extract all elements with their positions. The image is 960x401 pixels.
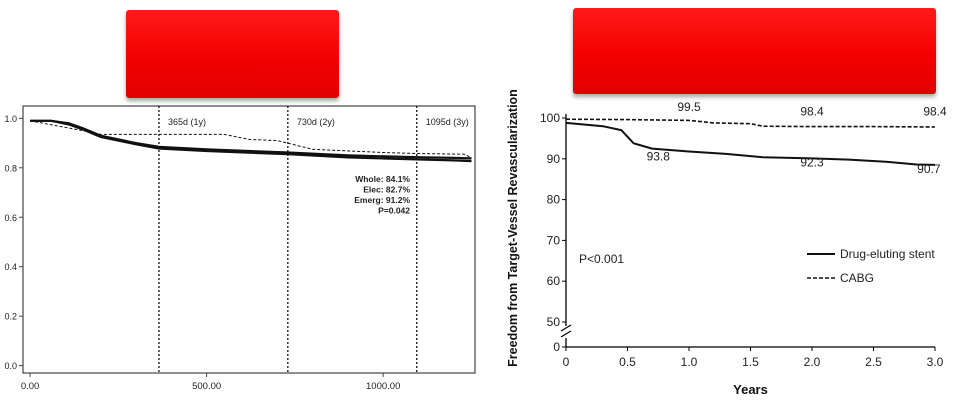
red-banner-left (126, 10, 339, 98)
stat-annotation: Elec: 82.7% (363, 185, 410, 195)
x-tick-label: 2.5 (865, 355, 882, 369)
survival-curve-1 (30, 119, 472, 160)
y-tick-label: 0.4 (4, 262, 17, 272)
stat-annotation: P=0.042 (378, 206, 410, 216)
y-tick-label: 70 (547, 233, 561, 247)
axis-break-mark (560, 330, 572, 338)
stat-annotation: Emerg: 91.2% (354, 195, 410, 205)
data-label: 93.8 (647, 149, 671, 163)
y-tick-label: 60 (547, 274, 561, 288)
data-label: 92.3 (800, 155, 824, 169)
y-axis-title: Freedom from Target-Vessel Revasculariza… (506, 89, 520, 367)
y-tick-label: 100 (540, 111, 560, 125)
reference-line-label: 730d (2y) (297, 117, 335, 127)
data-label: 90.7 (917, 162, 941, 176)
y-tick-label: 0.6 (4, 213, 17, 223)
x-tick-label: 1.5 (742, 355, 759, 369)
y-tick-label: 0.0 (4, 361, 17, 371)
data-label: 99.5 (677, 100, 701, 114)
survival-curve-2 (30, 119, 472, 163)
x-tick-label: 2.0 (804, 355, 821, 369)
x-tick-label: 1.0 (681, 355, 698, 369)
p-value-text: P<0.001 (579, 252, 624, 266)
x-tick-label: 3.0 (927, 355, 944, 369)
data-label: 98.4 (923, 105, 947, 119)
cabg-curve (565, 118, 936, 128)
stat-annotation: Whole: 84.1% (355, 174, 410, 184)
y-tick-label: 80 (547, 193, 561, 207)
x-tick-label: 0.5 (619, 355, 636, 369)
x-tick-label: 500.00 (192, 381, 221, 392)
legend-label: CABG (840, 271, 874, 285)
legend-label: Drug-eluting stent (840, 247, 935, 261)
y-tick-label: 1.0 (4, 114, 17, 124)
data-label: 98.4 (800, 105, 824, 119)
x-tick-label: 0 (563, 355, 570, 369)
axis-break-mark (560, 324, 572, 332)
reference-line-label: 1095d (3y) (426, 117, 469, 127)
y-zero-label: 0 (553, 340, 560, 354)
x-axis-title: Years (733, 382, 768, 397)
survival-curve-3 (30, 120, 472, 159)
red-banner-right (573, 8, 936, 94)
y-tick-label: 0.8 (4, 163, 17, 173)
y-tick-label: 50 (547, 315, 561, 329)
x-tick-label: 0.00 (21, 381, 40, 392)
des-curve (565, 121, 936, 166)
reference-line-label: 365d (1y) (168, 117, 206, 127)
x-tick-label: 1000.00 (366, 381, 400, 392)
y-tick-label: 90 (547, 152, 561, 166)
y-tick-label: 0.2 (4, 312, 17, 322)
